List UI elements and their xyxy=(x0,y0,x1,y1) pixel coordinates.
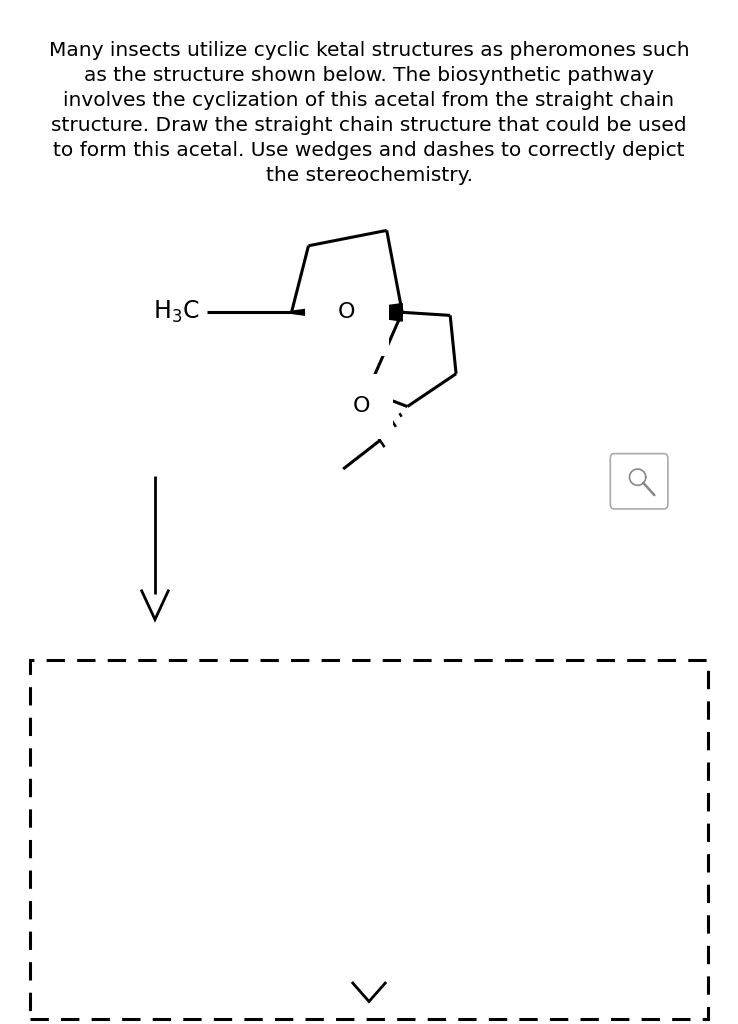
Bar xyxy=(30,660,708,1019)
FancyBboxPatch shape xyxy=(610,454,668,509)
Text: O: O xyxy=(353,396,370,417)
Text: Many insects utilize cyclic ketal structures as pheromones such
as the structure: Many insects utilize cyclic ketal struct… xyxy=(49,41,689,185)
Text: O: O xyxy=(338,302,356,323)
Text: H$_3$C: H$_3$C xyxy=(153,299,199,326)
Polygon shape xyxy=(292,304,347,322)
Polygon shape xyxy=(347,304,402,322)
